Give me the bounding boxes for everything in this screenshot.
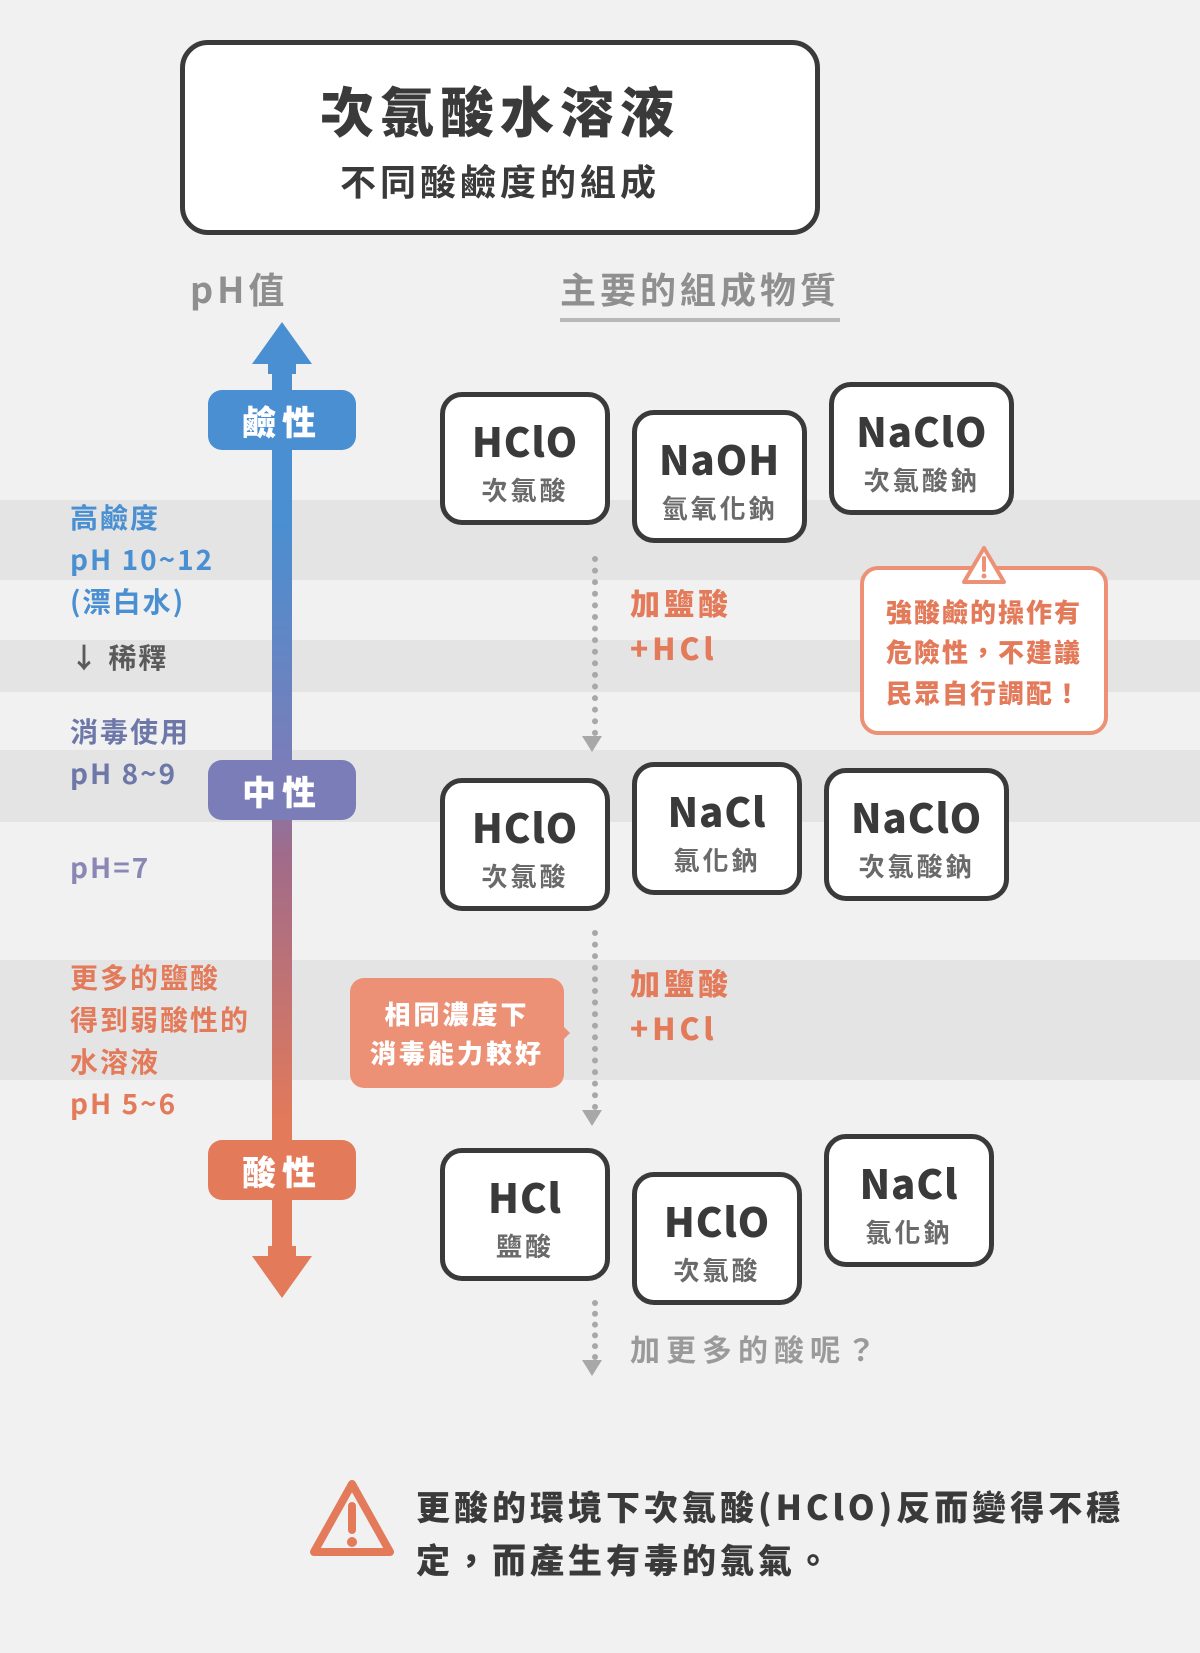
arrow-down-icon <box>252 1246 312 1298</box>
dotted-arrow <box>592 1300 598 1360</box>
chem-formula: NaClO <box>851 787 982 845</box>
chem-box: NaOH氫氧化鈉 <box>632 410 807 543</box>
title-main: 次氯酸水溶液 <box>205 69 795 148</box>
chem-name: 次氯酸 <box>659 1251 775 1288</box>
chem-box: HCl鹽酸 <box>440 1148 610 1281</box>
chem-name: 氯化鈉 <box>851 1213 967 1250</box>
dotted-arrow <box>592 930 598 1110</box>
chem-row-1: HClO次氯酸 NaCl氯化鈉 NaClO次氯酸鈉 <box>440 778 1009 911</box>
chem-box: HClO次氯酸 <box>632 1172 802 1305</box>
col-header-comp: 主要的組成物質 <box>560 262 840 322</box>
ph-scale: 鹼性中性酸性 <box>250 330 314 1290</box>
warning-triangle-icon <box>310 1480 394 1556</box>
chem-name: 氯化鈉 <box>659 841 775 878</box>
title-card: 次氯酸水溶液 不同酸鹼度的組成 <box>180 40 820 235</box>
chem-formula: NaCl <box>659 781 775 839</box>
chem-name: 氫氧化鈉 <box>659 489 780 526</box>
chem-name: 次氯酸鈉 <box>851 847 982 884</box>
chem-name: 次氯酸鈉 <box>856 461 987 498</box>
speech-callout: 相同濃度下消毒能力較好 <box>350 978 564 1088</box>
bottom-warning-text: 更酸的環境下次氯酸(HClO)反而變得不穩定，而產生有毒的氯氣。 <box>416 1480 1130 1585</box>
chem-formula: NaCl <box>851 1153 967 1211</box>
dotted-arrow <box>592 556 598 736</box>
add-hcl-label: 加鹽酸+HCl <box>630 580 732 670</box>
chem-formula: NaOH <box>659 429 780 487</box>
chem-formula: HCl <box>467 1167 583 1225</box>
ph-note-3: pH=7 <box>70 846 150 888</box>
ph-note-1: ↓ 稀釋 <box>70 636 168 678</box>
arrow-head-icon <box>582 1110 602 1126</box>
more-acid-text: 加更多的酸呢？ <box>630 1326 882 1370</box>
scale-label-acid: 酸性 <box>208 1140 356 1200</box>
ph-note-4: 更多的鹽酸得到弱酸性的水溶液pH 5~6 <box>70 956 250 1124</box>
title-sub: 不同酸鹼度的組成 <box>205 154 795 206</box>
ph-note-2: 消毒使用pH 8~9 <box>70 710 190 794</box>
warning-callout: 強酸鹼的操作有危險性，不建議民眾自行調配！ <box>860 566 1108 735</box>
chem-formula: HClO <box>467 411 583 469</box>
bottom-warning: 更酸的環境下次氯酸(HClO)反而變得不穩定，而產生有毒的氯氣。 <box>310 1480 1130 1585</box>
add-hcl-label: 加鹽酸+HCl <box>630 960 732 1050</box>
chem-name: 次氯酸 <box>467 857 583 894</box>
col-header-ph: pH值 <box>190 262 288 314</box>
chem-box: NaCl氯化鈉 <box>824 1134 994 1267</box>
chem-box: NaCl氯化鈉 <box>632 762 802 895</box>
chem-row-0: HClO次氯酸 NaOH氫氧化鈉 NaClO次氯酸鈉 <box>440 392 1014 525</box>
chem-formula: HClO <box>659 1191 775 1249</box>
chem-name: 次氯酸 <box>467 471 583 508</box>
chem-formula: HClO <box>467 797 583 855</box>
arrow-head-icon <box>582 1360 602 1376</box>
warning-triangle-icon <box>962 546 1006 584</box>
arrow-head-icon <box>582 736 602 752</box>
chem-box: HClO次氯酸 <box>440 392 610 525</box>
chem-box: HClO次氯酸 <box>440 778 610 911</box>
chem-box: NaClO次氯酸鈉 <box>829 382 1014 515</box>
ph-note-0: 高鹼度pH 10~12(漂白水) <box>70 496 214 622</box>
chem-formula: NaClO <box>856 401 987 459</box>
scale-label-alkaline: 鹼性 <box>208 390 356 450</box>
chem-box: NaClO次氯酸鈉 <box>824 768 1009 901</box>
chem-name: 鹽酸 <box>467 1227 583 1264</box>
chem-row-2: HCl鹽酸HClO次氯酸NaCl氯化鈉 <box>440 1148 994 1281</box>
scale-label-neutral: 中性 <box>208 760 356 820</box>
